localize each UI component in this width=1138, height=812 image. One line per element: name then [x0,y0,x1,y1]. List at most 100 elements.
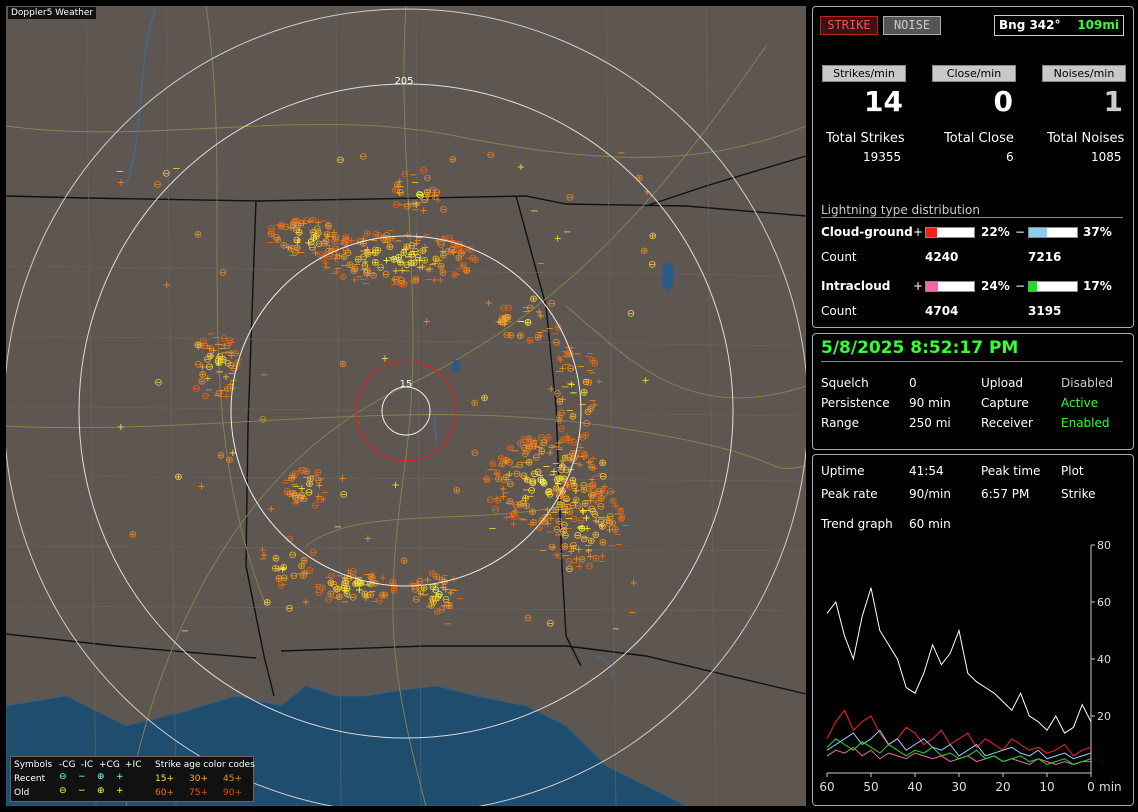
strike-marker-icon: ⊖ [534,467,542,478]
strike-marker-icon: ⊕ [277,222,285,233]
strike-marker-icon: − [401,278,409,289]
strike-marker-icon: + [439,247,447,258]
strike-marker-icon: + [267,504,275,515]
strike-marker-icon: ⊕ [521,493,529,504]
strike-marker-icon: − [522,485,530,496]
strike-marker-icon: ⊖ [567,364,575,375]
strike-marker-icon: − [563,500,571,511]
strike-marker-icon: − [577,521,585,532]
strike-marker-icon: − [597,513,605,524]
strike-marker-icon: ⊖ [401,169,409,180]
strike-marker-icon: ⊕ [371,579,379,590]
legend-age-45: 45+ [223,774,242,784]
strike-marker-icon: + [197,482,205,493]
strike-marker-icon: + [222,372,230,383]
strike-marker-icon: − [546,324,554,335]
strike-marker-icon: ⊕ [566,349,574,360]
strike-marker-icon: ⊕ [214,356,222,367]
strike-marker-icon: ⊕ [340,252,348,263]
strike-marker-icon: ⊕ [524,318,532,329]
strike-marker-icon: ⊕ [534,333,542,344]
strike-marker-icon: ⊖ [230,363,238,374]
strike-marker-icon: − [215,360,223,371]
strike-marker-icon: ⊖ [403,201,411,212]
strike-marker-icon: ⊖ [570,437,578,448]
strike-marker-icon: + [597,487,605,498]
strike-marker-icon: ⊖ [530,438,538,449]
strike-marker-icon: ⊕ [640,246,648,257]
strike-marker-icon: + [412,231,420,242]
strike-marker-icon: ⊖ [403,260,411,271]
strike-marker-icon: + [223,392,231,403]
strike-marker-icon: ⊖ [482,474,490,485]
strike-marker-icon: ⊕ [302,467,310,478]
strike-marker-icon: ⊕ [379,234,387,245]
strike-marker-icon: + [535,307,543,318]
legend-age-60: 60+ [155,788,174,798]
strike-marker-icon: ⊖ [414,253,422,264]
strike-marker-icon: − [548,441,556,452]
strike-marker-icon: + [284,243,292,254]
strike-marker-icon: + [412,238,420,249]
strike-marker-icon: − [310,471,318,482]
plot-value: Strike [1061,487,1096,501]
strike-marker-icon: + [298,484,306,495]
strike-marker-icon: ⊖ [200,341,208,352]
strike-marker-icon: − [284,490,292,501]
strike-marker-icon: − [206,341,214,352]
strike-marker-icon: + [207,351,215,362]
strike-marker-icon: − [394,236,402,247]
strike-marker-icon: ⊖ [194,359,202,370]
strike-marker-icon: ⊖ [546,618,554,629]
strike-marker-icon: + [576,460,584,471]
strike-marker-icon: ⊖ [316,495,324,506]
strike-marker-icon: ⊕ [560,474,568,485]
strike-marker-icon: ⊕ [129,530,137,541]
strike-marker-icon: + [641,375,649,386]
noise-button[interactable]: NOISE [883,16,941,35]
strike-marker-icon: ⊖ [540,438,548,449]
strike-marker-icon: ⊕ [555,412,563,423]
strike-marker-icon: − [404,252,412,263]
strike-marker-icon: ⊖ [300,494,308,505]
radar-map[interactable]: ⊖ + − + ⊖ ⊕ − + + − − ⊖ − − + ⊕ ⊖ − ⊖ ⊖ + ⊖ + + + ⊖ − − ⊕ ⊕ ⊖ − − ⊖ ⊕ ⊕ + ⊕ ⊕ −… [6,6,806,806]
strike-marker-icon: ⊖ [220,334,228,345]
strike-marker-icon: ⊕ [483,475,491,486]
trend-series-line-0 [826,587,1092,734]
ic-minus-sign: − [1015,279,1026,293]
strike-marker-icon: ⊕ [588,462,596,473]
strike-marker-icon: + [227,337,235,348]
legend-row-old: Old [14,788,30,798]
strike-marker-icon: ⊖ [359,252,367,263]
strike-marker-icon: ⊕ [506,496,514,507]
strike-marker-icon: ⊖ [416,576,424,587]
strike-marker-icon: + [536,331,544,342]
strike-marker-icon: ⊕ [589,491,597,502]
strike-marker-icon: − [546,527,554,538]
strike-marker-icon: − [325,573,333,584]
strike-marker-icon: − [488,524,496,535]
status-datetime: 5/8/2025 8:52:17 PM [821,338,1123,362]
strike-button[interactable]: STRIKE [820,16,878,35]
strike-marker-icon: ⊕ [397,279,405,290]
strike-marker-icon: + [389,233,397,244]
strike-marker-icon: + [505,469,513,480]
strike-marker-icon: ⊕ [363,266,371,277]
strike-marker-icon: − [355,272,363,283]
strike-marker-icon: − [266,237,274,248]
strike-marker-icon: + [572,485,580,496]
strike-marker-icon: ⊖ [584,407,592,418]
strike-marker-icon: ⊕ [500,314,508,325]
strike-marker-icon: − [539,546,547,557]
strike-marker-icon: + [314,218,322,229]
strike-marker-icon: + [330,227,338,238]
uptime-label: Uptime [821,464,865,478]
strike-marker-icon: ⊖ [306,565,314,576]
strike-marker-icon: − [581,533,589,544]
strike-marker-icon: ⊕ [350,266,358,277]
status-persistence-label: Persistence [821,396,890,410]
strike-marker-icon: − [279,564,287,575]
strike-marker-icon: − [332,253,340,264]
strike-marker-icon: ⊖ [556,551,564,562]
strike-marker-icon: ⊕ [498,459,506,470]
